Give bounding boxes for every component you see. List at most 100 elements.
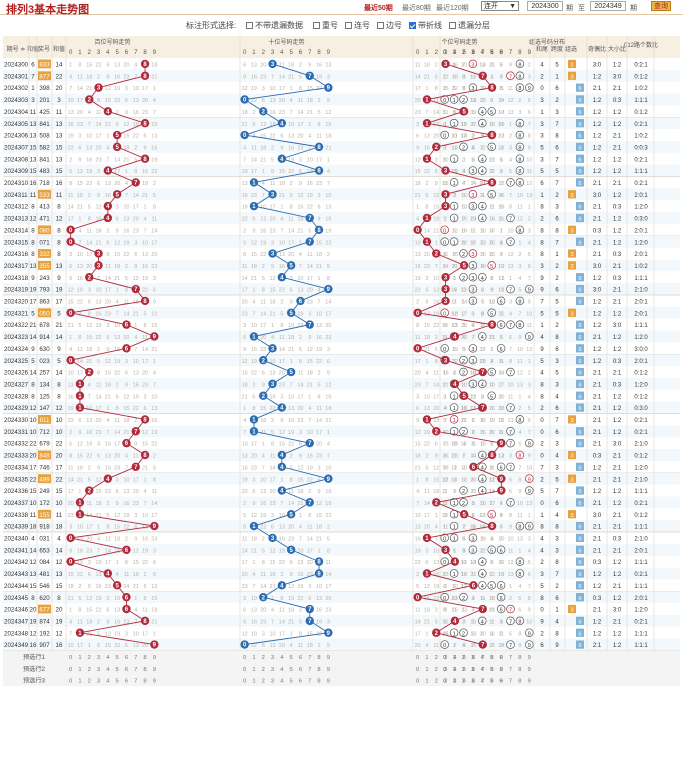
footer-dist-digit[interactable]: 0 xyxy=(443,655,446,661)
opt-no-omission[interactable]: 不带遗漏数据 xyxy=(246,20,303,31)
footer-digit[interactable]: 8 xyxy=(490,679,493,685)
footer-digit[interactable]: 5 xyxy=(463,679,466,685)
opt-consecutive[interactable]: 连号 xyxy=(345,20,370,31)
footer-digit[interactable]: 6 xyxy=(472,679,475,685)
footer-digit[interactable]: 4 xyxy=(280,655,284,661)
footer-digit[interactable]: 4 xyxy=(453,655,457,661)
footer-digit[interactable]: 2 xyxy=(435,655,438,661)
footer-digit[interactable]: 5 xyxy=(116,655,119,661)
footer-digit[interactable]: 0 xyxy=(416,655,419,661)
footer-dist-digit[interactable]: 5 xyxy=(490,667,493,673)
footer-dist-digit[interactable]: 1 xyxy=(452,655,455,661)
footer-digit[interactable]: 7 xyxy=(308,667,311,673)
footer-digit[interactable]: 6 xyxy=(299,655,302,661)
footer-digit[interactable]: 0 xyxy=(416,679,419,685)
footer-digit[interactable]: 7 xyxy=(134,667,137,673)
footer-digit[interactable]: 3 xyxy=(444,667,447,673)
footer-dist-digit[interactable]: 6 xyxy=(499,679,502,685)
footer-digit[interactable]: 1 xyxy=(78,667,81,673)
footer-digit[interactable]: 1 xyxy=(252,679,255,685)
footer-digit[interactable]: 4 xyxy=(453,679,457,685)
footer-digit[interactable]: 3 xyxy=(271,679,274,685)
footer-digit[interactable]: 5 xyxy=(463,667,466,673)
footer-dist-digit[interactable]: 3 xyxy=(471,667,474,673)
footer-digit[interactable]: 0 xyxy=(243,679,246,685)
footer-digit[interactable]: 9 xyxy=(500,655,503,661)
footer-digit[interactable]: 1 xyxy=(78,655,81,661)
footer-dist-digit[interactable]: 3 xyxy=(471,655,474,661)
footer-digit[interactable]: 5 xyxy=(290,667,293,673)
footer-dist-digit[interactable]: 5 xyxy=(490,655,493,661)
footer-digit[interactable]: 6 xyxy=(125,667,128,673)
footer-digit[interactable]: 0 xyxy=(69,655,72,661)
footer-digit[interactable]: 7 xyxy=(308,655,311,661)
footer-digit[interactable]: 5 xyxy=(116,667,119,673)
footer-dist-digit[interactable]: 9 xyxy=(528,667,531,673)
footer-digit[interactable]: 2 xyxy=(435,667,438,673)
footer-digit[interactable]: 7 xyxy=(481,679,484,685)
footer-digit[interactable]: 0 xyxy=(416,667,419,673)
footer-dist-digit[interactable]: 9 xyxy=(528,655,531,661)
footer-digit[interactable]: 8 xyxy=(317,679,320,685)
checkbox-polyline[interactable] xyxy=(409,22,416,29)
footer-dist-digit[interactable]: 2 xyxy=(462,679,465,685)
footer-dist-digit[interactable]: 0 xyxy=(443,679,446,685)
checkbox-layered[interactable] xyxy=(449,22,456,29)
footer-dist-digit[interactable]: 4 xyxy=(481,655,485,661)
footer-digit[interactable]: 3 xyxy=(444,679,447,685)
footer-digit[interactable]: 5 xyxy=(116,679,119,685)
footer-digit[interactable]: 1 xyxy=(252,667,255,673)
footer-digit[interactable]: 9 xyxy=(153,655,156,661)
checkbox-repeat[interactable] xyxy=(313,22,320,29)
footer-dist-digit[interactable]: 1 xyxy=(452,679,455,685)
footer-dist-digit[interactable]: 8 xyxy=(518,667,521,673)
footer-digit[interactable]: 1 xyxy=(425,655,428,661)
footer-digit[interactable]: 7 xyxy=(481,655,484,661)
footer-digit[interactable]: 1 xyxy=(78,679,81,685)
footer-digit[interactable]: 8 xyxy=(317,655,320,661)
checkbox-edge[interactable] xyxy=(377,22,384,29)
footer-digit[interactable]: 0 xyxy=(69,667,72,673)
footer-digit[interactable]: 9 xyxy=(327,679,330,685)
footer-digit[interactable]: 8 xyxy=(490,667,493,673)
footer-digit[interactable]: 4 xyxy=(106,667,110,673)
opt-polyline[interactable]: 带折线 xyxy=(409,20,442,31)
footer-digit[interactable]: 0 xyxy=(69,679,72,685)
query-button[interactable]: 查询 xyxy=(651,1,671,11)
footer-dist-digit[interactable]: 1 xyxy=(452,667,455,673)
footer-digit[interactable]: 0 xyxy=(243,667,246,673)
footer-digit[interactable]: 0 xyxy=(243,655,246,661)
period-link-80[interactable]: 最近80期 xyxy=(402,5,431,12)
period-link-120[interactable]: 最近120期 xyxy=(436,5,469,12)
period-link-50[interactable]: 最近50期 xyxy=(364,5,393,12)
footer-dist-digit[interactable]: 8 xyxy=(518,679,521,685)
footer-digit[interactable]: 6 xyxy=(472,655,475,661)
footer-digit[interactable]: 1 xyxy=(425,667,428,673)
footer-dist-digit[interactable]: 7 xyxy=(509,655,512,661)
footer-digit[interactable]: 2 xyxy=(262,679,265,685)
footer-digit[interactable]: 9 xyxy=(153,667,156,673)
footer-digit[interactable]: 9 xyxy=(327,667,330,673)
footer-digit[interactable]: 2 xyxy=(262,655,265,661)
footer-digit[interactable]: 6 xyxy=(125,679,128,685)
footer-digit[interactable]: 2 xyxy=(435,679,438,685)
footer-digit[interactable]: 4 xyxy=(280,679,284,685)
opt-layered[interactable]: 遗漏分层 xyxy=(449,20,490,31)
footer-digit[interactable]: 2 xyxy=(262,667,265,673)
footer-digit[interactable]: 8 xyxy=(317,667,320,673)
footer-dist-digit[interactable]: 7 xyxy=(509,679,512,685)
footer-digit[interactable]: 3 xyxy=(97,679,100,685)
footer-dist-digit[interactable]: 7 xyxy=(509,667,512,673)
footer-dist-digit[interactable]: 2 xyxy=(462,667,465,673)
to-issue-input[interactable]: 2024349 xyxy=(590,1,626,11)
footer-digit[interactable]: 2 xyxy=(88,667,91,673)
footer-dist-digit[interactable]: 3 xyxy=(471,679,474,685)
footer-digit[interactable]: 5 xyxy=(290,679,293,685)
footer-dist-digit[interactable]: 6 xyxy=(499,655,502,661)
footer-digit[interactable]: 9 xyxy=(500,679,503,685)
checkbox-consecutive[interactable] xyxy=(345,22,352,29)
from-issue-input[interactable]: 2024300 xyxy=(527,1,563,11)
footer-digit[interactable]: 8 xyxy=(143,655,146,661)
footer-digit[interactable]: 3 xyxy=(97,655,100,661)
footer-dist-digit[interactable]: 4 xyxy=(481,679,485,685)
